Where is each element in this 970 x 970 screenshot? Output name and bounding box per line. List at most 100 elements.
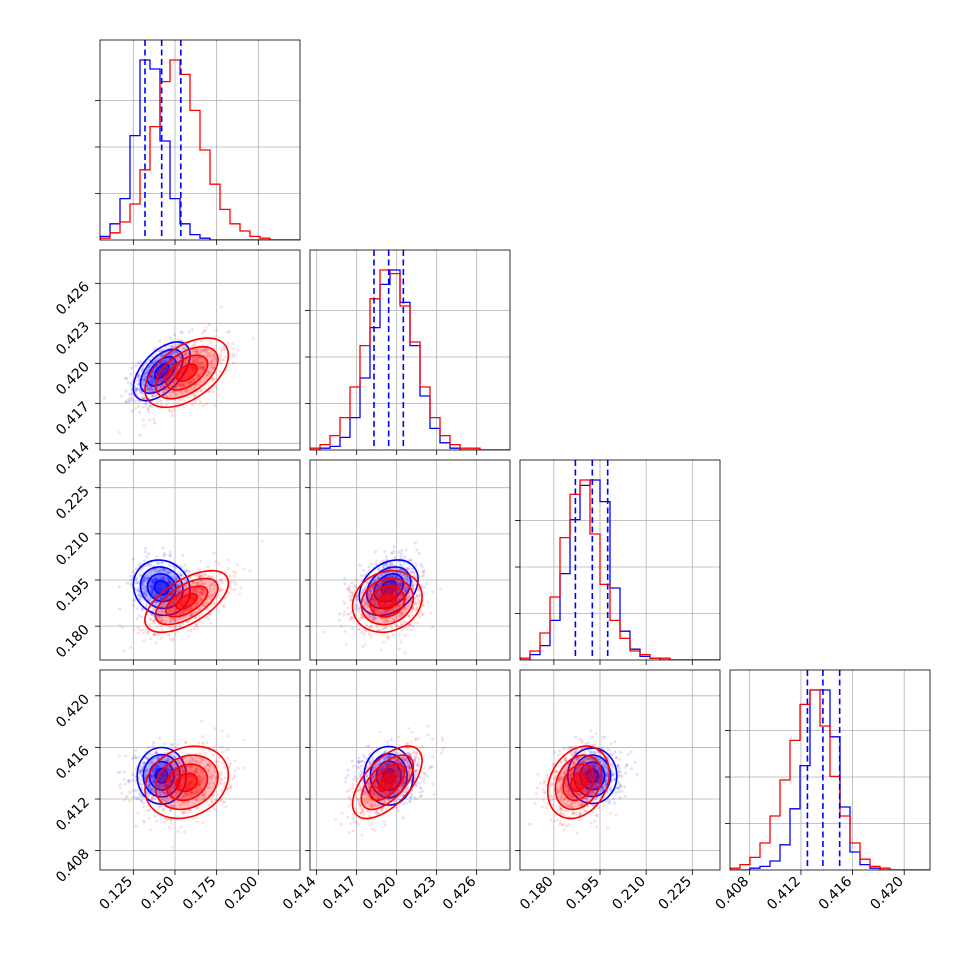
scatter-point [148, 786, 152, 790]
scatter-point [185, 620, 189, 624]
scatter-point [212, 353, 216, 357]
scatter-point [418, 594, 421, 598]
scatter-point [205, 354, 209, 357]
scatter-point [399, 584, 403, 588]
scatter-point [400, 613, 404, 616]
scatter-point [411, 587, 415, 591]
scatter-point [176, 743, 180, 747]
scatter-point [395, 590, 398, 594]
scatter-point [166, 783, 170, 787]
scatter-point [363, 632, 367, 636]
scatter-point [188, 352, 192, 356]
contour-line [358, 559, 419, 617]
scatter-point [145, 369, 149, 373]
scatter-point [395, 571, 399, 575]
tick-marks [305, 487, 478, 665]
scatter-point [169, 594, 173, 598]
scatter-point [347, 612, 351, 616]
scatter-point [150, 379, 154, 383]
scatter-point [159, 619, 163, 623]
scatter-point [376, 607, 380, 611]
scatter-point [376, 583, 380, 587]
scatter-point [170, 607, 174, 611]
scatter-point [159, 577, 163, 581]
scatter-point [141, 628, 145, 632]
scatter-point [161, 613, 165, 617]
scatter-point [226, 341, 230, 345]
histogram-series-0 [100, 59, 300, 240]
scatter-point [395, 575, 399, 578]
scatter-point [208, 587, 212, 591]
histogram-series-1 [100, 59, 300, 240]
scatter-point [205, 607, 209, 611]
scatter-point [366, 601, 370, 605]
scatter-point [431, 625, 434, 629]
scatter-point [354, 606, 358, 610]
scatter-point [175, 366, 179, 370]
scatter-point [181, 580, 185, 584]
scatter-point [169, 581, 173, 585]
scatter-point [197, 374, 201, 378]
scatter-point [415, 594, 419, 598]
scatter-point [183, 384, 187, 388]
scatter-point [174, 612, 177, 616]
scatter-point [231, 347, 235, 351]
scatter-point [142, 396, 146, 400]
scatter-point [179, 594, 182, 598]
scatter-point [373, 596, 377, 600]
scatter-point [141, 587, 145, 591]
scatter-point [421, 613, 425, 617]
scatter-point [168, 581, 172, 585]
scatter-point [169, 378, 173, 382]
scatter-point [193, 359, 197, 363]
scatter-point [374, 585, 378, 588]
scatter-point [418, 615, 422, 619]
scatter-point [159, 568, 163, 572]
scatter-point [161, 359, 165, 363]
scatter-point [139, 778, 143, 782]
scatter-point [383, 572, 387, 576]
scatter-point [382, 641, 386, 644]
scatter-point [355, 594, 359, 598]
scatter-point [354, 585, 357, 589]
scatter-point [148, 388, 152, 392]
scatter-point [152, 568, 156, 572]
scatter-point [141, 393, 145, 397]
scatter-point [174, 577, 178, 581]
scatter-point [149, 375, 153, 379]
scatter-point [178, 398, 182, 402]
scatter-point [168, 594, 172, 598]
scatter-point [209, 354, 213, 358]
scatter-point [156, 381, 160, 385]
scatter-point [200, 331, 204, 335]
scatter-point [381, 565, 385, 569]
scatter-point [162, 763, 166, 767]
scatter-point [191, 343, 195, 347]
scatter-point [183, 353, 187, 357]
scatter-point [416, 587, 419, 590]
scatter-point [153, 605, 157, 609]
scatter-point [194, 386, 197, 390]
scatter-point [152, 633, 156, 636]
scatter-point [360, 592, 364, 595]
scatter-point [169, 780, 173, 784]
scatter-point [166, 799, 170, 803]
scatter-point [165, 403, 168, 407]
scatter-point [187, 359, 191, 363]
scatter-point [157, 378, 161, 382]
scatter-point [167, 611, 171, 614]
scatter-point [147, 387, 150, 390]
scatter-point [160, 797, 164, 801]
scatter-point [159, 636, 163, 640]
scatter-point [162, 374, 166, 378]
scatter-point [405, 566, 408, 570]
scatter-point [151, 392, 155, 396]
scatter-point [410, 567, 414, 571]
scatter-point [177, 363, 181, 367]
scatter-point [416, 587, 420, 591]
scatter-point [160, 379, 164, 383]
scatter-point [122, 777, 126, 781]
scatter-point [137, 399, 141, 403]
scatter-point [132, 795, 136, 799]
scatter-point [377, 593, 381, 597]
